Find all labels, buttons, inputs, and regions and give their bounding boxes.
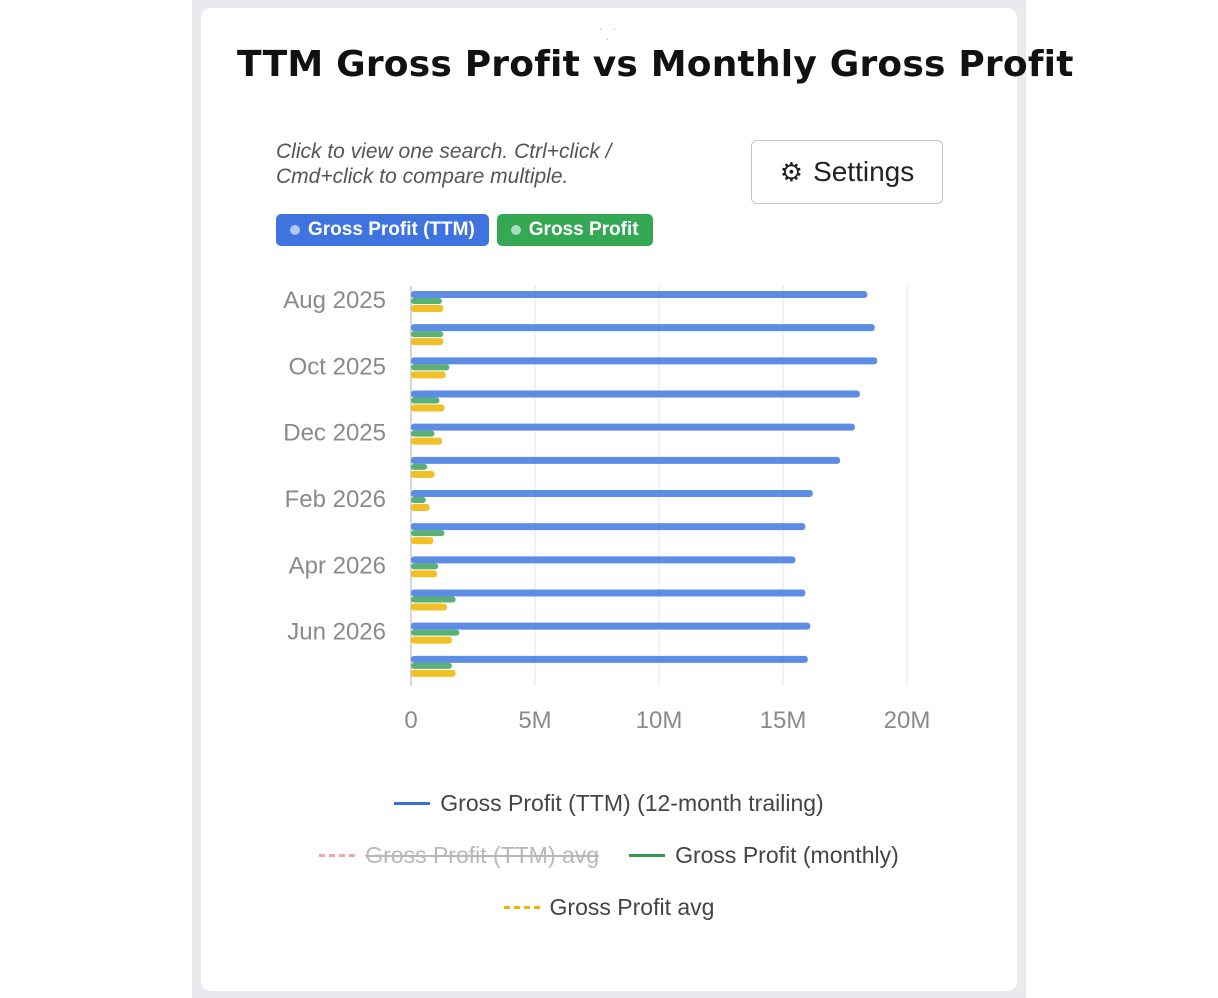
bar-monthly [411, 530, 445, 537]
bar-avg [411, 669, 456, 677]
legend-item[interactable]: Gross Profit (monthly) [629, 842, 899, 869]
bar-ttm [411, 390, 860, 398]
bar-monthly [411, 331, 444, 338]
bar-avg [411, 603, 447, 611]
legend-label: Gross Profit (monthly) [675, 842, 899, 868]
bar-avg [411, 470, 435, 478]
bar-ttm [411, 523, 806, 531]
bar-avg [411, 305, 444, 312]
bar-ttm [411, 456, 841, 464]
legend-item[interactable]: Gross Profit (TTM) avg [319, 842, 599, 869]
bar-monthly [411, 596, 456, 603]
legend-label: Gross Profit avg [549, 894, 715, 920]
bar-avg [411, 338, 444, 346]
bar-ttm [411, 291, 868, 298]
bar-chart: 0 5M 10M 15M 20M Aug 2025 Oct 2025 Dec 2025 Feb … [283, 286, 931, 734]
y-tick-label: Feb 2026 [285, 486, 386, 513]
bar-monthly [411, 430, 435, 437]
widget-title: TTM Gross Profit vs Monthly Gross Profit [237, 44, 1074, 85]
chip-label: Gross Profit (TTM) [308, 219, 475, 240]
legend-item[interactable]: Gross Profit (TTM) (12-month trailing) [394, 790, 824, 817]
chip-gross-profit-ttm[interactable]: Gross Profit (TTM) [276, 214, 489, 246]
bar-ttm [411, 357, 878, 365]
legend-label: Gross Profit (TTM) (12-month trailing) [440, 790, 824, 816]
bar-monthly [411, 563, 439, 570]
legend-line-icon [503, 906, 540, 909]
legend-row-1: Gross Profit (TTM) (12-month trailing) [201, 790, 1017, 817]
bar-ttm [411, 655, 808, 663]
legend-line-icon [319, 854, 356, 857]
bar-avg [411, 437, 442, 445]
bar-avg [411, 570, 438, 578]
bar-monthly [411, 397, 440, 404]
bar-ttm [411, 324, 875, 332]
drag-handle-icon[interactable]: . . . [598, 17, 620, 43]
legend-line-icon [629, 854, 666, 857]
chart-hint-text: Click to view one search. Ctrl+click / C… [276, 140, 612, 188]
chip-gross-profit[interactable]: Gross Profit [496, 214, 653, 246]
bar-avg [411, 371, 446, 379]
bar-monthly [411, 364, 450, 371]
y-tick-label: Jun 2026 [287, 619, 386, 646]
legend-label: Gross Profit (TTM) avg [365, 842, 600, 868]
bar-monthly [411, 298, 442, 304]
chip-dot-icon [290, 225, 300, 235]
bar-monthly [411, 497, 426, 503]
y-tick-label: Dec 2025 [283, 420, 386, 447]
legend-line-icon [394, 802, 431, 805]
bar-avg [411, 504, 430, 511]
chip-dot-icon [510, 225, 521, 235]
chip-label: Gross Profit [528, 219, 639, 240]
bar-ttm [411, 490, 813, 497]
settings-button-label: Settings [813, 156, 915, 187]
bar-ttm [411, 589, 806, 597]
bar-avg [411, 636, 452, 644]
x-tick-label: 5M [518, 707, 551, 734]
bar-ttm [411, 423, 855, 431]
chart-widget-card: . . . TTM Gross Profit vs Monthly Gross … [201, 8, 1073, 991]
bar-monthly [411, 629, 460, 636]
y-tick-label: Oct 2025 [289, 353, 386, 380]
bar-avg [411, 404, 445, 412]
legend-item[interactable]: Gross Profit avg [503, 894, 715, 921]
x-tick-label: 20M [884, 707, 931, 734]
bar-avg [411, 537, 434, 545]
legend-row-2: Gross Profit (TTM) avg Gross Profit (mont… [201, 842, 1017, 869]
legend-row-3: Gross Profit avg [201, 894, 1017, 921]
gear-icon: ⚙ [779, 157, 804, 187]
bar-ttm [411, 622, 811, 630]
x-tick-label: 10M [636, 707, 683, 734]
settings-button[interactable]: ⚙ Settings [751, 140, 943, 204]
x-tick-label: 15M [760, 707, 807, 734]
series-filter-chips: Gross Profit (TTM) Gross Profit [276, 214, 653, 246]
bar-ttm [411, 556, 796, 564]
bar-monthly [411, 463, 428, 470]
x-tick-label: 0 [404, 707, 417, 734]
y-tick-label: Aug 2025 [283, 287, 386, 314]
y-tick-label: Apr 2026 [289, 552, 386, 579]
bar-monthly [411, 662, 452, 669]
